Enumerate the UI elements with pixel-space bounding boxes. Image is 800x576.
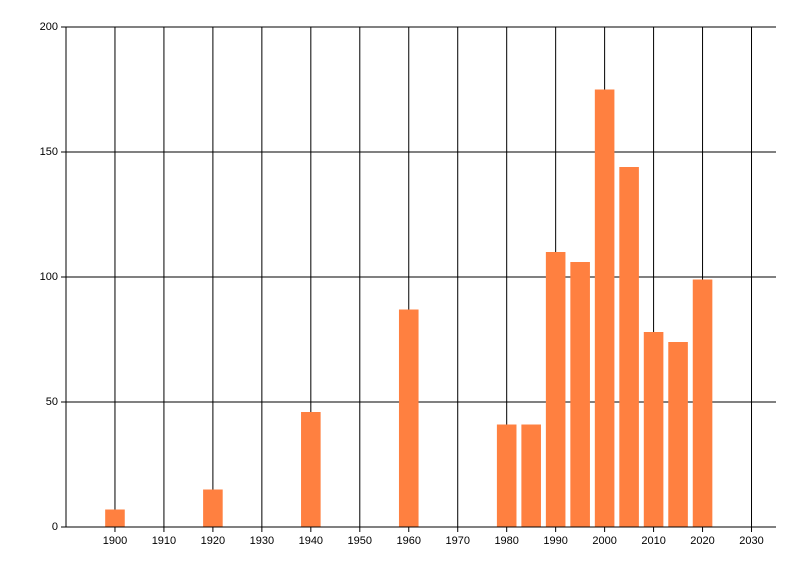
bar xyxy=(203,489,223,527)
y-tick-label: 50 xyxy=(46,396,58,408)
x-tick-label: 1910 xyxy=(152,535,176,547)
y-tick-label: 100 xyxy=(40,271,58,283)
x-tick-label: 2000 xyxy=(592,535,616,547)
x-tick-label: 1940 xyxy=(299,535,323,547)
bar xyxy=(619,167,639,527)
y-tick-label: 0 xyxy=(52,521,58,533)
bar xyxy=(692,279,713,527)
x-tick-label: 2020 xyxy=(690,535,714,547)
x-tick-label: 2030 xyxy=(739,535,763,547)
y-tick-label: 200 xyxy=(40,21,58,33)
x-tick-label: 1930 xyxy=(250,535,274,547)
x-tick-label: 1970 xyxy=(445,535,469,547)
x-tick-label: 1990 xyxy=(543,535,567,547)
x-tick-label: 1980 xyxy=(494,535,518,547)
bar xyxy=(668,342,688,527)
bar xyxy=(521,424,541,527)
x-tick-label: 1950 xyxy=(348,535,372,547)
y-tick-label: 150 xyxy=(40,146,58,158)
x-tick-label: 1960 xyxy=(397,535,421,547)
bar xyxy=(594,89,615,527)
bar xyxy=(301,412,321,527)
x-tick-label: 1900 xyxy=(103,535,127,547)
bar xyxy=(398,309,419,527)
x-tick-label: 2010 xyxy=(641,535,665,547)
bar xyxy=(643,332,664,527)
bar xyxy=(496,424,517,527)
x-tick-label: 1920 xyxy=(201,535,225,547)
bar xyxy=(545,252,566,527)
bar xyxy=(570,262,590,527)
bar xyxy=(105,509,125,527)
